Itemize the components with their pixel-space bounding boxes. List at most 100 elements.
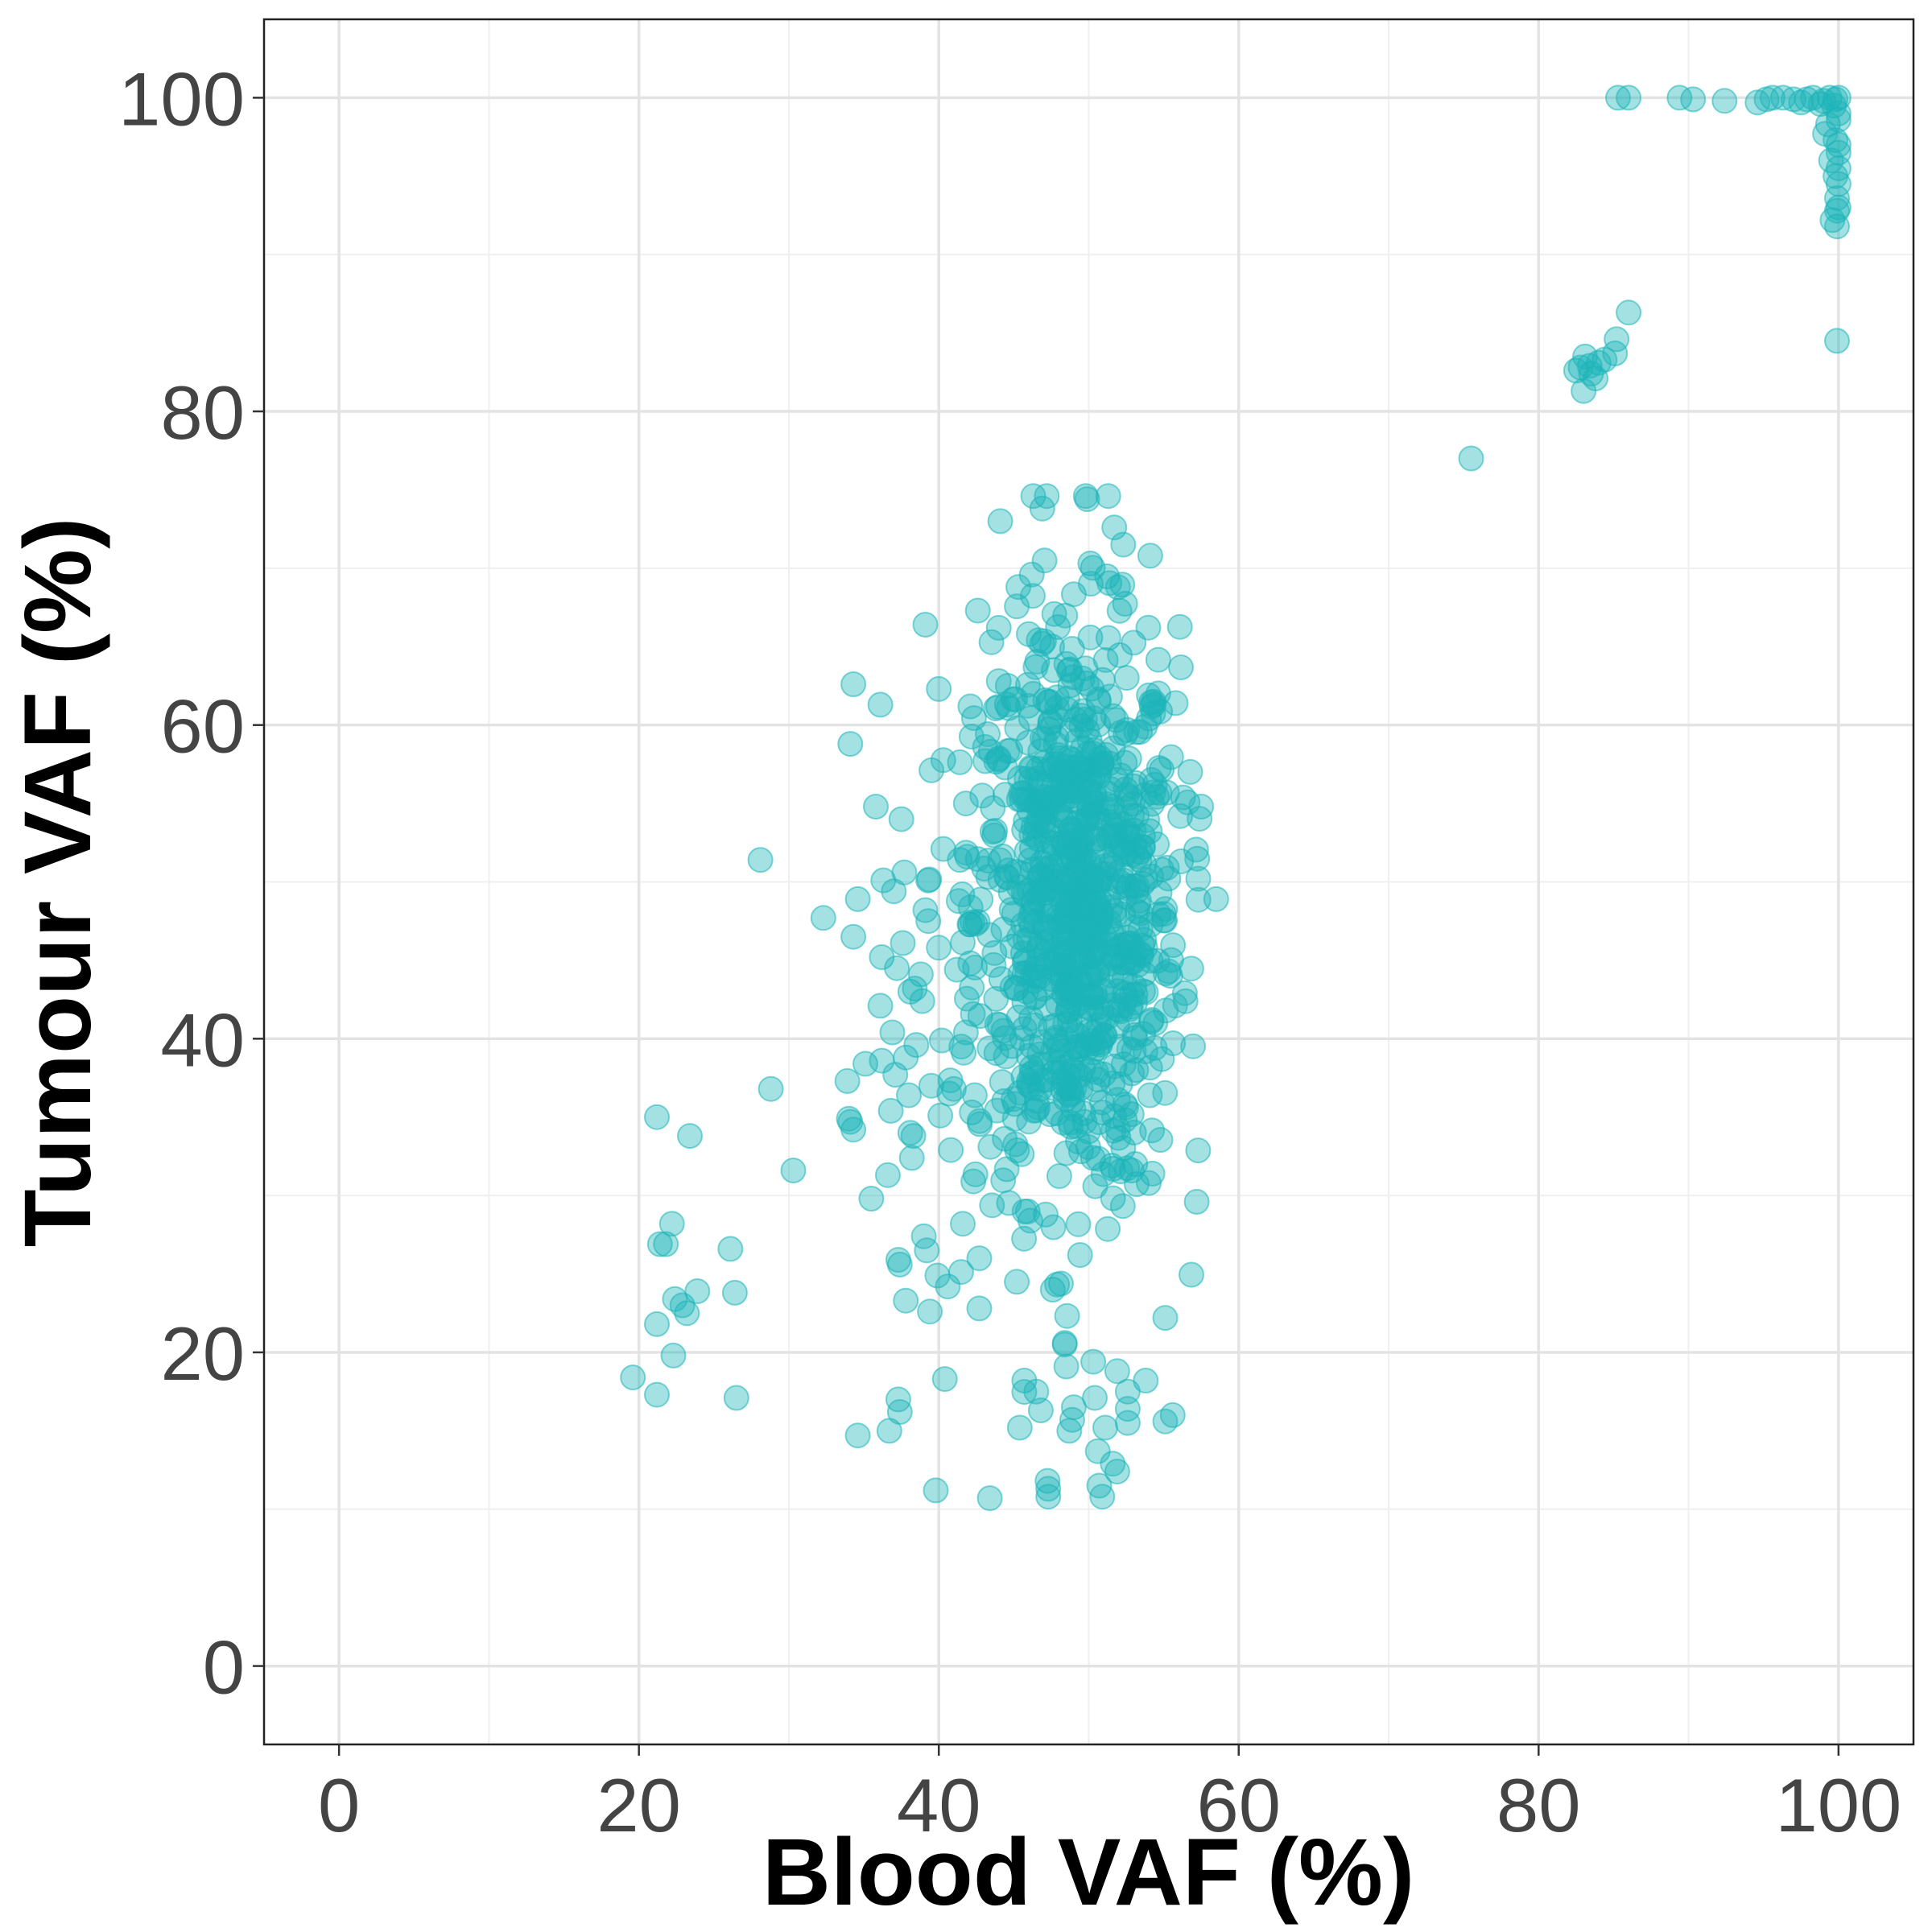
- data-point: [1185, 886, 1212, 913]
- data-point: [1123, 1057, 1150, 1084]
- data-point: [1137, 543, 1163, 569]
- data-point: [917, 1298, 943, 1325]
- data-point: [1077, 624, 1104, 650]
- data-point: [1042, 937, 1068, 964]
- data-point: [1048, 848, 1075, 874]
- data-point: [1096, 570, 1123, 597]
- data-point: [1129, 870, 1156, 897]
- data-point: [1087, 906, 1113, 933]
- data-point: [1145, 646, 1171, 673]
- data-point: [1680, 86, 1707, 113]
- data-point: [1052, 1011, 1079, 1038]
- data-point: [1605, 85, 1631, 111]
- data-point: [943, 956, 970, 983]
- data-point: [1082, 1173, 1108, 1199]
- data-point: [1080, 555, 1106, 581]
- data-point: [1458, 445, 1484, 472]
- data-point: [994, 673, 1021, 699]
- data-point: [1004, 593, 1030, 620]
- data-point: [620, 1364, 646, 1391]
- data-point: [877, 1097, 904, 1124]
- x-axis-title: Blood VAF (%): [762, 1819, 1415, 1926]
- data-point: [976, 1035, 1003, 1062]
- data-point: [1133, 1368, 1159, 1393]
- data-point: [1037, 688, 1063, 715]
- data-point: [1075, 792, 1102, 819]
- data-point: [957, 693, 984, 720]
- data-point: [1020, 583, 1046, 609]
- data-point: [1121, 832, 1148, 859]
- data-point: [1604, 326, 1630, 353]
- data-point: [1001, 1105, 1028, 1132]
- data-point: [1039, 927, 1066, 954]
- data-point: [1018, 835, 1045, 861]
- data-point: [990, 916, 1017, 943]
- data-point: [1140, 700, 1166, 727]
- data-point: [1162, 690, 1189, 716]
- data-point: [999, 1033, 1026, 1059]
- data-point: [915, 908, 942, 935]
- data-point: [884, 955, 910, 981]
- data-point: [1095, 1216, 1121, 1242]
- data-point: [674, 1300, 700, 1327]
- data-point: [1029, 725, 1055, 752]
- data-point: [1059, 1080, 1085, 1107]
- data-point: [653, 1231, 679, 1257]
- data-point: [1602, 341, 1629, 366]
- data-point: [1157, 963, 1183, 989]
- data-point: [1088, 751, 1115, 778]
- data-point: [837, 731, 864, 758]
- data-point: [747, 847, 774, 873]
- y-tick-label: 100: [118, 56, 245, 141]
- data-point: [1183, 1188, 1210, 1215]
- data-point: [1017, 1208, 1043, 1234]
- data-point: [1067, 1242, 1093, 1268]
- data-point: [916, 866, 943, 893]
- data-point: [1068, 713, 1095, 739]
- data-point: [1001, 1086, 1026, 1113]
- data-point: [1177, 758, 1203, 785]
- data-point: [1824, 213, 1850, 240]
- data-point: [1144, 947, 1170, 974]
- data-point: [923, 1477, 949, 1504]
- data-point: [1133, 979, 1159, 1005]
- data-point: [926, 935, 952, 961]
- data-point: [886, 1251, 913, 1278]
- data-point: [1036, 716, 1063, 742]
- data-point: [967, 1003, 993, 1030]
- data-point: [644, 1104, 670, 1130]
- data-point: [1043, 947, 1070, 974]
- data-point: [834, 1067, 861, 1094]
- data-point: [1031, 547, 1058, 574]
- data-point: [1825, 106, 1852, 133]
- data-point: [907, 961, 934, 988]
- data-point: [658, 1211, 685, 1237]
- data-point: [940, 1075, 967, 1102]
- data-point: [1759, 85, 1785, 111]
- data-point: [1044, 684, 1070, 711]
- data-point: [867, 691, 894, 718]
- data-point: [1133, 867, 1158, 893]
- data-point: [1054, 1302, 1080, 1329]
- data-point: [1073, 670, 1100, 696]
- data-point: [1010, 1063, 1037, 1090]
- data-point: [1075, 1118, 1102, 1145]
- data-point: [810, 905, 836, 931]
- data-point: [1034, 483, 1060, 510]
- data-point: [660, 1342, 687, 1368]
- data-point: [1016, 621, 1042, 647]
- data-point: [1011, 949, 1038, 976]
- data-point: [1168, 654, 1194, 680]
- data-point: [898, 1145, 925, 1171]
- data-point: [1041, 601, 1067, 627]
- data-point: [1051, 1331, 1078, 1358]
- data-point: [903, 1032, 930, 1059]
- data-point: [1162, 993, 1188, 1019]
- data-point: [1080, 1348, 1107, 1375]
- data-point: [1179, 1261, 1204, 1288]
- data-point: [1152, 907, 1179, 934]
- data-point: [1069, 665, 1096, 691]
- data-point: [1127, 916, 1154, 943]
- data-point: [1137, 1082, 1163, 1108]
- data-point: [1131, 782, 1158, 808]
